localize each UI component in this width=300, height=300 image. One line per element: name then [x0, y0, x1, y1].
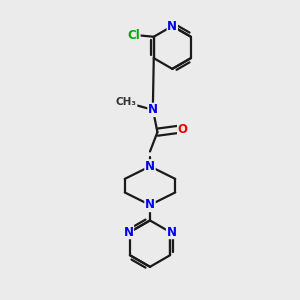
Text: CH₃: CH₃ — [116, 98, 137, 107]
Text: O: O — [178, 123, 188, 136]
Text: N: N — [123, 226, 134, 238]
Text: N: N — [145, 160, 155, 173]
Text: N: N — [148, 103, 158, 116]
Text: Cl: Cl — [127, 29, 140, 42]
Text: N: N — [167, 20, 177, 33]
Text: N: N — [145, 199, 155, 212]
Text: N: N — [167, 226, 177, 238]
